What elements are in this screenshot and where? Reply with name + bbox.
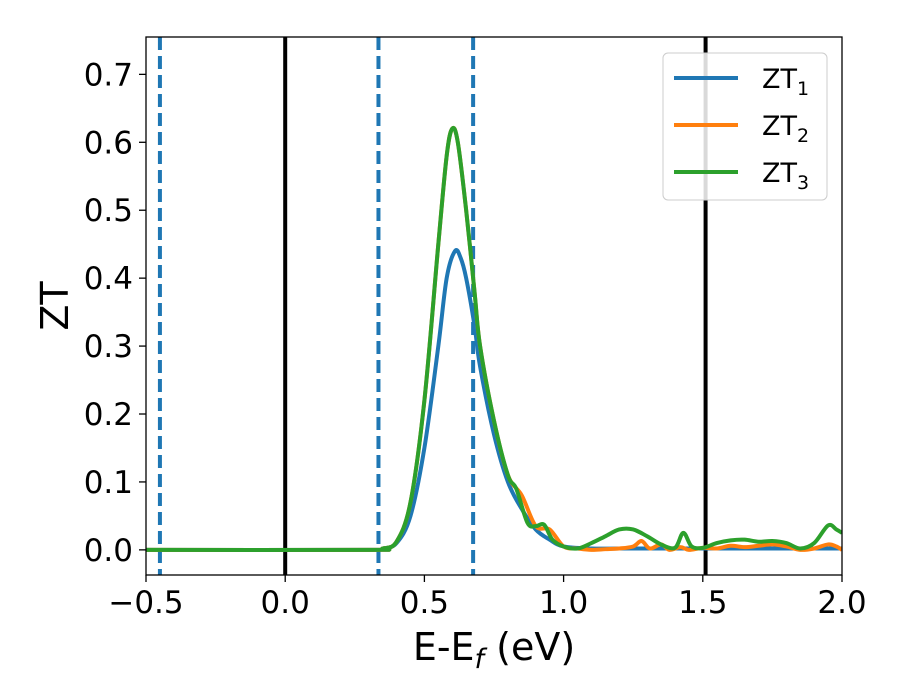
x-tick-label: 1.0	[539, 585, 588, 621]
x-axis: −0.5 0.0 0.5 1.0 1.5 2.0	[108, 575, 867, 621]
legend-label-name: ZT	[762, 64, 797, 95]
plot-frame	[145, 36, 843, 576]
legend-label-zt3: ZT3	[762, 158, 809, 194]
y-axis: 0.0 0.1 0.2 0.3 0.4 0.5 0.6 0.7	[84, 57, 146, 569]
y-tick-label: 0.3	[84, 329, 133, 365]
series-line-zt1	[146, 247, 842, 552]
legend-label-zt2: ZT2	[762, 111, 809, 147]
y-axis-title: ZT	[33, 281, 77, 331]
series-layer	[146, 125, 842, 552]
legend-box	[662, 52, 828, 201]
legend-label-subscript: 1	[797, 78, 809, 100]
series-line-zt3	[146, 125, 842, 552]
y-tick-label: 0.2	[84, 397, 133, 433]
x-tick-label: 0.0	[261, 585, 310, 621]
y-tick-label: 0.4	[84, 261, 133, 297]
legend-label-zt1: ZT1	[762, 64, 809, 100]
y-tick-label: 0.0	[84, 533, 133, 569]
x-tick-label: −0.5	[108, 585, 183, 621]
legend-label-subscript: 3	[797, 172, 809, 194]
x-axis-title: E-Ef (eV)	[413, 625, 575, 675]
x-tick-label: 0.5	[400, 585, 449, 621]
legend-label-name: ZT	[762, 111, 797, 142]
y-tick-label: 0.1	[84, 465, 133, 501]
y-tick-label: 0.6	[84, 125, 133, 161]
legend-label-subscript: 2	[797, 125, 809, 147]
x-axis-title-main: E-E	[413, 625, 475, 669]
y-tick-label: 0.5	[84, 193, 133, 229]
x-tick-label: 2.0	[817, 585, 866, 621]
x-axis-title-unit: (eV)	[484, 625, 575, 669]
legend-label-name: ZT	[762, 158, 797, 189]
x-tick-label: 1.5	[678, 585, 727, 621]
y-tick-label: 0.7	[84, 57, 133, 93]
